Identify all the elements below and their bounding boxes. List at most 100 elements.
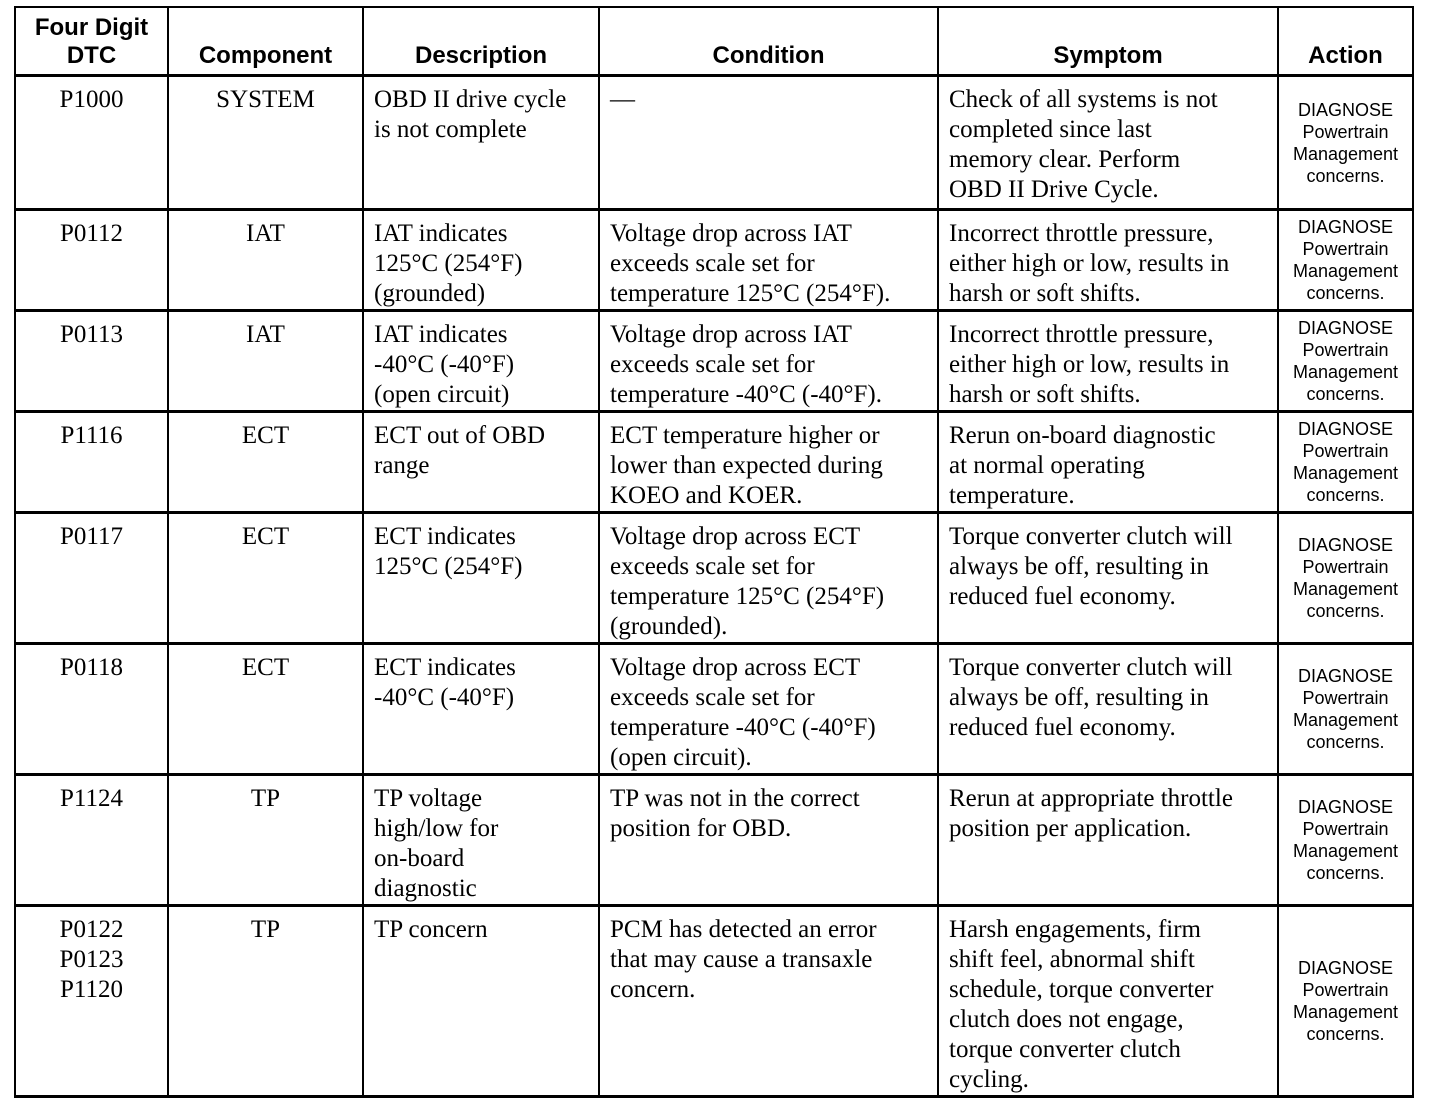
cell-line: temperature 125°C (254°F): [610, 583, 885, 610]
table-row: P0117 ECT ECT indicates 125°C (254°F) Voltag…: [14, 511, 1414, 645]
cell-dtc: P0118: [14, 642, 169, 776]
cell-line: DIAGNOSE: [1297, 419, 1394, 439]
cell-component: TP: [167, 773, 364, 907]
cell-line: Action: [1308, 42, 1383, 69]
cell-line: Management: [1292, 362, 1399, 382]
cell-line: Symptom: [1053, 42, 1163, 69]
cell-line: Torque converter clutch will: [949, 654, 1233, 681]
cell-line: P1116: [60, 422, 123, 449]
cell-line: TP concern: [374, 916, 488, 943]
cell-line: lower than expected during: [610, 452, 883, 479]
cell-line: diagnostic: [374, 875, 477, 902]
cell-line: Harsh engagements, firm: [949, 916, 1202, 943]
cell-component: ECT: [167, 410, 364, 514]
cell-action: DIAGNOSE Powertrain Management concerns.: [1277, 208, 1414, 312]
cell-line: ECT temperature higher or: [610, 422, 880, 449]
cell-line: harsh or soft shifts.: [949, 381, 1141, 408]
cell-line: temperature 125°C (254°F).: [610, 280, 891, 307]
cell-condition: ECT temperature higher or lower than expe…: [598, 410, 939, 514]
cell-line: always be off, resulting in: [949, 553, 1209, 580]
cell-line: DIAGNOSE: [1297, 666, 1394, 686]
cell-line: Management: [1292, 579, 1399, 599]
cell-line: temperature -40°C (-40°F): [610, 714, 876, 741]
cell-line: DIAGNOSE: [1297, 958, 1394, 978]
dtc-table: Four Digit DTC Component Description Conditi…: [14, 6, 1414, 1098]
cell-line: ECT indicates: [374, 654, 516, 681]
cell-action: DIAGNOSE Powertrain Management concerns.: [1277, 410, 1414, 514]
cell-condition: TP was not in the correct position for OB…: [598, 773, 939, 907]
cell-line: (grounded): [374, 280, 486, 307]
cell-dtc: P1124: [14, 773, 169, 907]
cell-line: concerns.: [1306, 863, 1385, 883]
cell-line: exceeds scale set for: [610, 250, 815, 277]
cell-line: SYSTEM: [216, 86, 315, 113]
cell-line: Rerun on-board diagnostic: [949, 422, 1216, 449]
cell-action: DIAGNOSE Powertrain Management concerns.: [1277, 642, 1414, 776]
cell-symptom: Torque converter clutch will always be of…: [937, 642, 1279, 776]
cell-line: ECT: [241, 654, 290, 681]
cell-line: DIAGNOSE: [1297, 535, 1394, 555]
cell-line: Voltage drop across ECT: [610, 523, 861, 550]
cell-dtc: P0113: [14, 309, 169, 413]
cell-line: (grounded).: [610, 613, 728, 640]
cell-line: OBD II Drive Cycle.: [949, 176, 1159, 203]
table-row: P1124 TP TP voltage high/low for on-board dia…: [14, 773, 1414, 907]
cell-line: IAT indicates: [374, 220, 508, 247]
column-header-condition: Condition: [598, 6, 939, 77]
cell-description: IAT indicates 125°C (254°F) (grounded): [362, 208, 600, 312]
cell-line: exceeds scale set for: [610, 553, 815, 580]
cell-line: harsh or soft shifts.: [949, 280, 1141, 307]
cell-line: is not complete: [374, 116, 527, 143]
cell-line: P1124: [60, 785, 123, 812]
cell-action: DIAGNOSE Powertrain Management concerns.: [1277, 511, 1414, 645]
cell-line: OBD II drive cycle: [374, 86, 567, 113]
cell-symptom: Check of all systems is not completed sin…: [937, 74, 1279, 211]
cell-symptom: Incorrect throttle pressure, either high …: [937, 208, 1279, 312]
cell-line: exceeds scale set for: [610, 684, 815, 711]
cell-line: exceeds scale set for: [610, 351, 815, 378]
cell-line: ECT: [241, 422, 290, 449]
cell-line: high/low for: [374, 815, 499, 842]
cell-line: 125°C (254°F): [374, 250, 523, 277]
cell-condition: Voltage drop across IAT exceeds scale set…: [598, 309, 939, 413]
cell-line: concerns.: [1306, 384, 1385, 404]
cell-dtc: P0112: [14, 208, 169, 312]
cell-line: either high or low, results in: [949, 250, 1230, 277]
cell-description: ECT indicates 125°C (254°F): [362, 511, 600, 645]
cell-symptom: Harsh engagements, firm shift feel, abnor…: [937, 904, 1279, 1098]
cell-line: concerns.: [1306, 1024, 1385, 1044]
cell-line: Management: [1292, 261, 1399, 281]
cell-line: either high or low, results in: [949, 351, 1230, 378]
cell-description: IAT indicates -40°C (-40°F) (open circuit): [362, 309, 600, 413]
cell-line: Powertrain: [1302, 557, 1389, 577]
cell-line: Torque converter clutch will: [949, 523, 1233, 550]
cell-line: Powertrain: [1302, 441, 1389, 461]
cell-line: cycling.: [949, 1066, 1029, 1093]
cell-description: ECT out of OBD range: [362, 410, 600, 514]
cell-line: Incorrect throttle pressure,: [949, 220, 1214, 247]
cell-line: PCM has detected an error: [610, 916, 877, 943]
cell-line: Management: [1292, 1002, 1399, 1022]
cell-line: Powertrain: [1302, 980, 1389, 1000]
cell-symptom: Rerun on-board diagnostic at normal opera…: [937, 410, 1279, 514]
cell-line: shift feel, abnormal shift: [949, 946, 1195, 973]
cell-line: Incorrect throttle pressure,: [949, 321, 1214, 348]
table-row: P1000 SYSTEM OBD II drive cycle is not comp…: [14, 74, 1414, 211]
column-header-symptom: Symptom: [937, 6, 1279, 77]
cell-symptom: Torque converter clutch will always be of…: [937, 511, 1279, 645]
cell-line: ECT indicates: [374, 523, 516, 550]
cell-line: reduced fuel economy.: [949, 583, 1176, 610]
cell-line: P0112: [60, 220, 123, 247]
cell-description: OBD II drive cycle is not complete: [362, 74, 600, 211]
cell-line: (open circuit).: [610, 744, 752, 771]
cell-line: on-board: [374, 845, 465, 872]
cell-line: memory clear. Perform: [949, 146, 1181, 173]
cell-component: TP: [167, 904, 364, 1098]
table-row: P1116 ECT ECT out of OBD range ECT temperatu…: [14, 410, 1414, 514]
cell-line: Condition: [712, 42, 825, 69]
column-header-component: Component: [167, 6, 364, 77]
cell-line: position for OBD.: [610, 815, 792, 842]
cell-line: Management: [1292, 463, 1399, 483]
table-row: P0113 IAT IAT indicates -40°C (-40°F) (open …: [14, 309, 1414, 413]
cell-line: P1120: [60, 976, 123, 1003]
